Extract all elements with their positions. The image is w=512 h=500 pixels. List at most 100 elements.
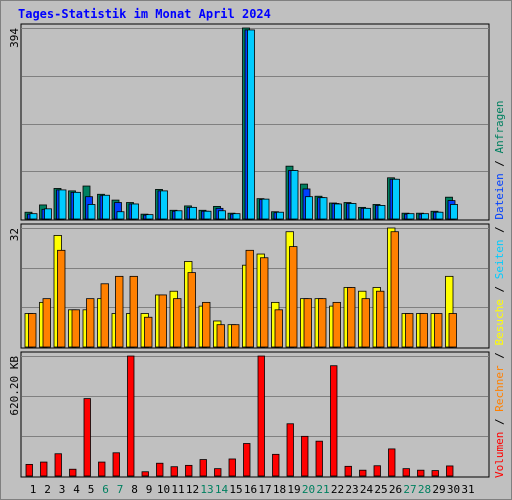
bar-volumen-day-9 bbox=[141, 471, 149, 477]
legend-separator: / bbox=[493, 220, 506, 240]
bar-seiten-day-18 bbox=[276, 211, 284, 220]
bar-seiten-day-23 bbox=[348, 203, 357, 220]
x-tick-label: 27 bbox=[403, 483, 416, 496]
bar-seiten-day-6 bbox=[102, 194, 110, 220]
bar-volumen-day-26 bbox=[388, 448, 396, 477]
x-tick-label: 29 bbox=[432, 483, 445, 496]
bar-seiten-day-17 bbox=[261, 198, 270, 220]
bar-rechner-day-7 bbox=[115, 275, 124, 348]
bar-rechner-day-23 bbox=[347, 287, 356, 348]
bar-seiten-day-9 bbox=[145, 214, 154, 220]
x-tick-label: 26 bbox=[389, 483, 402, 496]
x-tick-label: 30 bbox=[447, 483, 460, 496]
legend-seiten: Seiten bbox=[493, 240, 506, 280]
x-tick-label: 20 bbox=[302, 483, 315, 496]
bottom-frame bbox=[20, 351, 490, 478]
top-frame bbox=[20, 23, 490, 221]
bar-seiten-day-26 bbox=[392, 178, 400, 220]
bar-seiten-day-30 bbox=[450, 204, 458, 220]
bar-volumen-day-17 bbox=[257, 355, 265, 477]
bar-rechner-day-8 bbox=[129, 275, 138, 348]
bar-seiten-day-13 bbox=[203, 210, 212, 220]
bar-volumen-day-29 bbox=[431, 470, 439, 477]
bar-rechner-day-3 bbox=[57, 249, 66, 348]
bar-rechner-day-21 bbox=[318, 298, 327, 348]
bar-rechner-day-19 bbox=[289, 246, 298, 348]
x-tick-label: 22 bbox=[331, 483, 344, 496]
x-tick-label: 21 bbox=[316, 483, 329, 496]
legend-rechner: Rechner bbox=[493, 365, 506, 412]
bar-rechner-day-29 bbox=[434, 313, 443, 348]
x-tick-label: 8 bbox=[131, 483, 138, 496]
x-tick-label: 11 bbox=[171, 483, 184, 496]
x-tick-label: 14 bbox=[215, 483, 229, 496]
x-tick-label: 28 bbox=[418, 483, 431, 496]
legend-besuche: Besuche bbox=[493, 299, 506, 345]
bar-volumen-day-19 bbox=[286, 423, 294, 477]
bar-rechner-day-14 bbox=[216, 324, 225, 348]
bar-seiten-day-12 bbox=[189, 206, 197, 220]
y-axis-max-labels: 394 32 620.20 KB bbox=[8, 28, 21, 416]
bar-rechner-day-17 bbox=[260, 257, 269, 348]
bar-rechner-day-24 bbox=[361, 298, 370, 348]
bar-volumen-day-2 bbox=[40, 461, 48, 477]
x-tick-label: 10 bbox=[157, 483, 170, 496]
x-tick-label: 2 bbox=[44, 483, 51, 496]
bar-volumen-day-3 bbox=[54, 453, 62, 477]
x-tick-label: 31 bbox=[461, 483, 474, 496]
bar-seiten-day-21 bbox=[319, 197, 328, 220]
bar-volumen-day-24 bbox=[359, 469, 367, 477]
bar-rechner-day-18 bbox=[274, 309, 283, 348]
bar-rechner-day-6 bbox=[100, 283, 109, 348]
legend-separator: / bbox=[493, 279, 506, 299]
bar-volumen-day-15 bbox=[228, 458, 236, 477]
y-max-label-top: 394 bbox=[8, 28, 21, 48]
bar-volumen-day-20 bbox=[301, 435, 309, 477]
bar-rechner-day-28 bbox=[419, 313, 428, 348]
x-tick-label: 7 bbox=[117, 483, 124, 496]
bar-seiten-day-16 bbox=[247, 29, 255, 220]
bar-rechner-day-27 bbox=[405, 313, 414, 348]
x-tick-label: 15 bbox=[229, 483, 242, 496]
x-tick-label: 4 bbox=[73, 483, 80, 496]
x-tick-label: 5 bbox=[88, 483, 95, 496]
bar-volumen-day-16 bbox=[243, 443, 251, 477]
bar-volumen-day-23 bbox=[344, 465, 352, 477]
bar-volumen-day-7 bbox=[112, 452, 120, 477]
bar-rechner-day-12 bbox=[187, 272, 196, 348]
panel-visits bbox=[20, 223, 490, 349]
bar-seiten-day-11 bbox=[174, 210, 183, 220]
bar-volumen-day-27 bbox=[402, 468, 410, 477]
bar-rechner-day-9 bbox=[144, 316, 153, 348]
y-max-label-bottom: 620.20 KB bbox=[8, 356, 21, 416]
bar-seiten-day-27 bbox=[406, 213, 415, 220]
bar-seiten-day-10 bbox=[160, 190, 168, 220]
legend-anfragen: Anfragen bbox=[493, 100, 506, 153]
bar-rechner-day-10 bbox=[158, 294, 167, 348]
bar-seiten-day-19 bbox=[290, 170, 299, 220]
panel-volume bbox=[20, 351, 490, 478]
bar-rechner-day-26 bbox=[390, 231, 399, 348]
x-tick-label: 25 bbox=[374, 483, 387, 496]
bar-rechner-day-30 bbox=[448, 313, 457, 348]
bar-seiten-day-25 bbox=[377, 205, 386, 220]
bar-rechner-day-25 bbox=[376, 290, 385, 348]
bar-volumen-day-5 bbox=[83, 398, 91, 477]
x-tick-label: 17 bbox=[258, 483, 271, 496]
bar-seiten-day-14 bbox=[218, 210, 226, 220]
bar-volumen-day-30 bbox=[446, 465, 454, 477]
x-tick-label: 23 bbox=[345, 483, 358, 496]
legend-separator: / bbox=[493, 346, 506, 366]
bar-seiten-day-29 bbox=[435, 211, 444, 220]
legend-separator: / bbox=[493, 153, 506, 173]
bar-seiten-day-8 bbox=[131, 203, 139, 220]
bar-seiten-day-15 bbox=[232, 213, 241, 220]
legend-text: Volumen / Rechner / Besuche / Seiten / D… bbox=[493, 100, 506, 478]
y-max-label-middle: 32 bbox=[8, 228, 21, 241]
x-tick-label: 6 bbox=[102, 483, 109, 496]
bar-volumen-day-11 bbox=[170, 466, 178, 477]
bar-volumen-day-1 bbox=[25, 463, 33, 477]
bar-seiten-day-22 bbox=[334, 203, 342, 220]
bar-rechner-day-11 bbox=[173, 298, 182, 348]
